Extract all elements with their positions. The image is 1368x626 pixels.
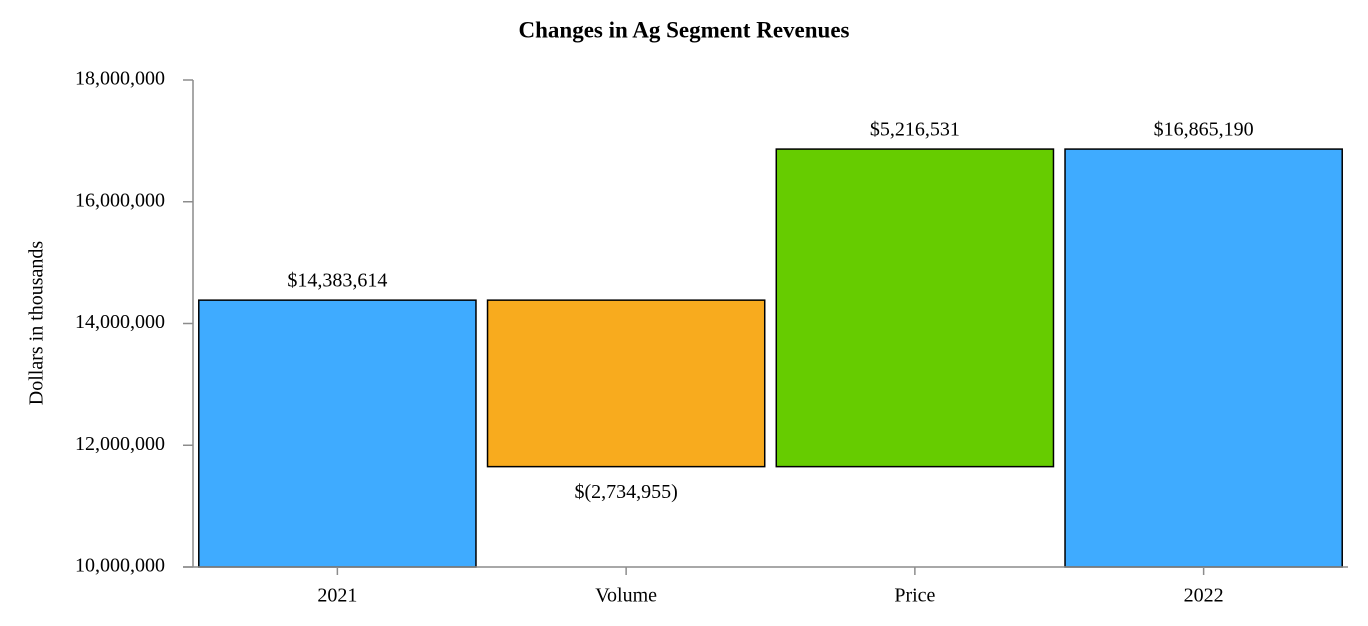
value-label: $14,383,614 [287,270,387,292]
x-tick-label: 2021 [317,585,357,607]
y-tick-label: 16,000,000 [75,189,165,211]
bar [486,299,766,468]
bar [775,148,1055,468]
x-tick-label: Price [894,585,935,607]
bar [198,299,477,568]
y-tick-label: 18,000,000 [75,68,165,90]
y-tick-label: 14,000,000 [75,311,165,333]
y-tick-label: 12,000,000 [75,433,165,455]
chart-title: Changes in Ag Segment Revenues [519,17,850,42]
value-label: $5,216,531 [870,119,960,141]
x-tick-label: 2022 [1184,585,1224,607]
y-tick-label: 10,000,000 [75,555,165,577]
bar [1064,148,1343,568]
y-axis-label: Dollars in thousands [26,241,48,406]
value-label: $16,865,190 [1154,119,1254,141]
value-label: $(2,734,955) [574,481,677,503]
x-tick-label: Volume [595,585,657,607]
